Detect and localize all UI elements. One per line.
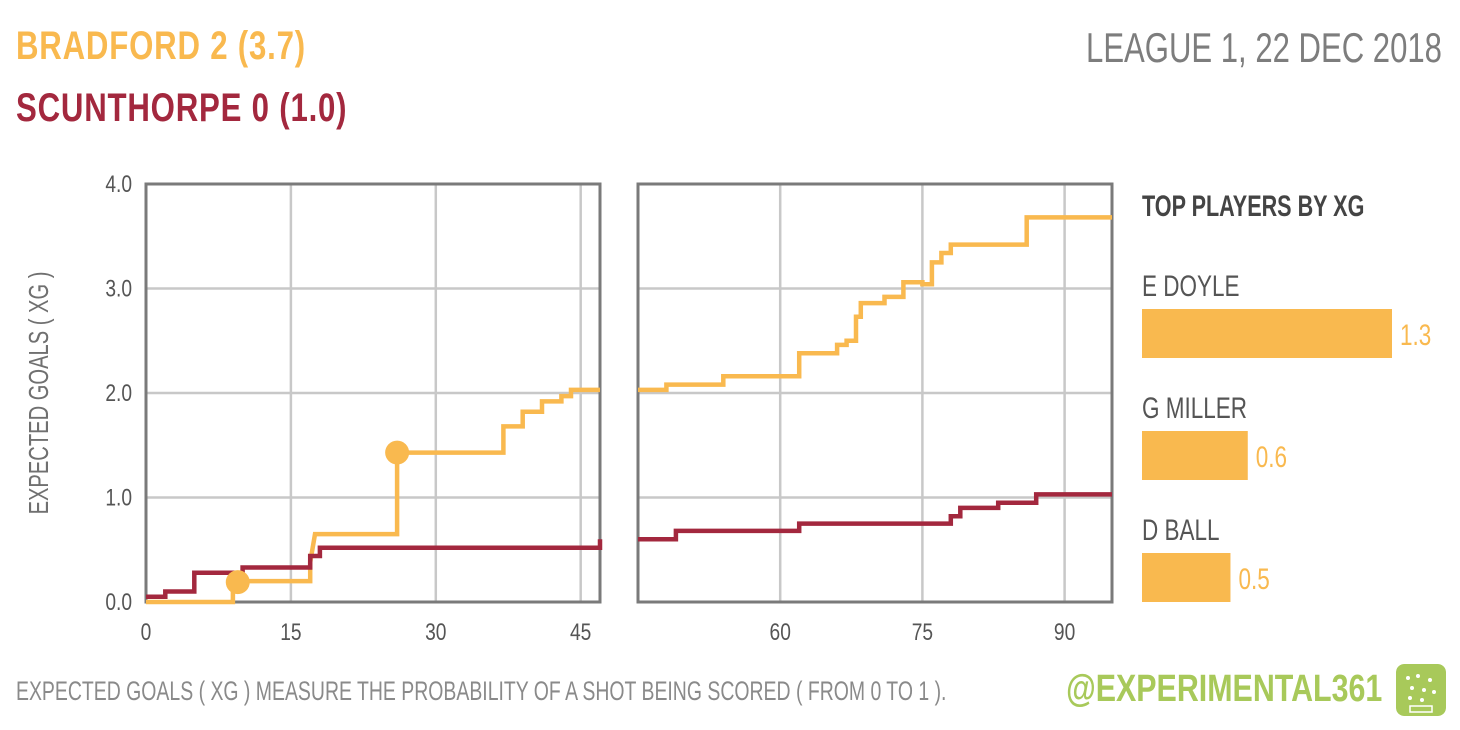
x-tick-label: 75 bbox=[912, 618, 933, 646]
away-xg-line bbox=[146, 539, 603, 600]
away-xg-line bbox=[638, 492, 1112, 542]
home-goal-marker bbox=[385, 440, 410, 465]
player-name: G MILLER bbox=[1142, 391, 1247, 425]
player-xg-bar bbox=[1142, 309, 1392, 358]
x-tick-label: 45 bbox=[570, 618, 591, 646]
away-score-line: SCUNTHORPE 0 (1.0) bbox=[16, 86, 441, 131]
y-axis-label: EXPECTED GOALS ( XG ) bbox=[24, 272, 55, 515]
player-name: E DOYLE bbox=[1142, 269, 1239, 303]
player-name: D BALL bbox=[1142, 513, 1219, 547]
x-tick-label: 90 bbox=[1054, 618, 1075, 646]
away-goals: 0 bbox=[251, 86, 270, 130]
footer-note-text: EXPECTED GOALS ( XG ) MEASURE THE PROBAB… bbox=[16, 676, 947, 706]
match-info-text: LEAGUE 1, 22 DEC 2018 bbox=[1086, 24, 1442, 71]
top-players-title: TOP PLAYERS BY XG bbox=[1142, 188, 1364, 222]
home-xg: (3.7) bbox=[237, 24, 306, 68]
home-team: BRADFORD bbox=[16, 24, 201, 68]
player-xg-value: 1.3 bbox=[1400, 318, 1431, 352]
x-tick-label: 30 bbox=[425, 618, 446, 646]
home-goals: 2 bbox=[210, 24, 229, 68]
home-xg-line bbox=[146, 387, 600, 605]
match-info: LEAGUE 1, 22 DEC 2018 bbox=[961, 24, 1442, 72]
y-tick-label: 3.0 bbox=[105, 274, 132, 302]
first-half-panel: 0 15 30 45 bbox=[141, 182, 603, 646]
y-tick-label: 4.0 bbox=[105, 170, 132, 198]
pitch-icon bbox=[1396, 664, 1446, 716]
panel-frame bbox=[144, 182, 602, 604]
y-tick-label: 1.0 bbox=[105, 483, 132, 511]
twitter-handle[interactable]: @EXPERIMENTAL361 bbox=[987, 668, 1382, 711]
home-goal-marker bbox=[225, 570, 250, 595]
x-tick-label: 0 bbox=[141, 618, 152, 646]
x-tick-label: 60 bbox=[770, 618, 791, 646]
player-xg-value: 0.5 bbox=[1238, 562, 1269, 596]
footer-note: EXPECTED GOALS ( XG ) MEASURE THE PROBAB… bbox=[16, 676, 1308, 707]
player-xg-bar bbox=[1142, 431, 1248, 480]
y-tick-label: 0.0 bbox=[105, 588, 132, 616]
home-xg-line bbox=[638, 215, 1112, 393]
x-tick-label: 15 bbox=[280, 618, 301, 646]
y-tick-label: 2.0 bbox=[105, 379, 132, 407]
away-xg: (1.0) bbox=[279, 86, 348, 130]
player-xg-value: 0.6 bbox=[1256, 440, 1287, 474]
panel-frame bbox=[636, 182, 1114, 604]
away-team: SCUNTHORPE bbox=[16, 86, 243, 130]
home-score-line: BRADFORD 2 (3.7) bbox=[16, 24, 388, 69]
player-xg-bar bbox=[1142, 553, 1231, 602]
second-half-panel: 60 75 90 bbox=[636, 182, 1114, 646]
twitter-handle-text: @EXPERIMENTAL361 bbox=[1065, 668, 1382, 710]
